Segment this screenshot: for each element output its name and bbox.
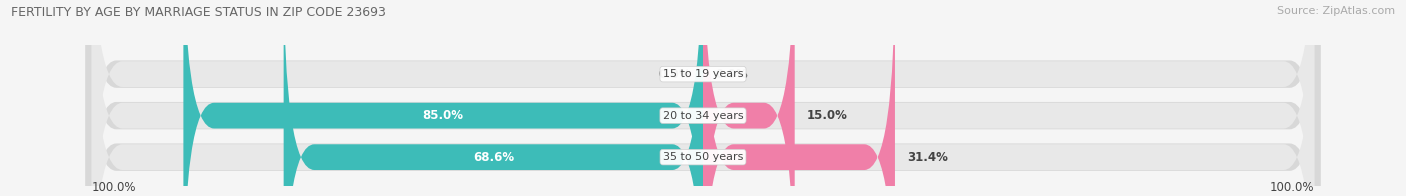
Text: Source: ZipAtlas.com: Source: ZipAtlas.com (1277, 6, 1395, 16)
FancyBboxPatch shape (91, 0, 1315, 196)
Text: 15.0%: 15.0% (807, 109, 848, 122)
Text: 68.6%: 68.6% (472, 151, 513, 164)
Text: 100.0%: 100.0% (91, 181, 136, 194)
Text: 31.4%: 31.4% (907, 151, 948, 164)
FancyBboxPatch shape (183, 0, 703, 196)
FancyBboxPatch shape (703, 0, 896, 196)
FancyBboxPatch shape (86, 0, 1320, 196)
FancyBboxPatch shape (284, 0, 703, 196)
FancyBboxPatch shape (86, 0, 1320, 196)
FancyBboxPatch shape (91, 0, 1315, 196)
Text: 0.0%: 0.0% (716, 68, 748, 81)
Text: 85.0%: 85.0% (423, 109, 464, 122)
FancyBboxPatch shape (91, 0, 1315, 196)
Text: 0.0%: 0.0% (658, 68, 690, 81)
Text: 35 to 50 years: 35 to 50 years (662, 152, 744, 162)
FancyBboxPatch shape (703, 0, 794, 196)
FancyBboxPatch shape (86, 0, 1320, 196)
Text: 20 to 34 years: 20 to 34 years (662, 111, 744, 121)
Text: 15 to 19 years: 15 to 19 years (662, 69, 744, 79)
Text: FERTILITY BY AGE BY MARRIAGE STATUS IN ZIP CODE 23693: FERTILITY BY AGE BY MARRIAGE STATUS IN Z… (11, 6, 387, 19)
Text: 100.0%: 100.0% (1270, 181, 1315, 194)
